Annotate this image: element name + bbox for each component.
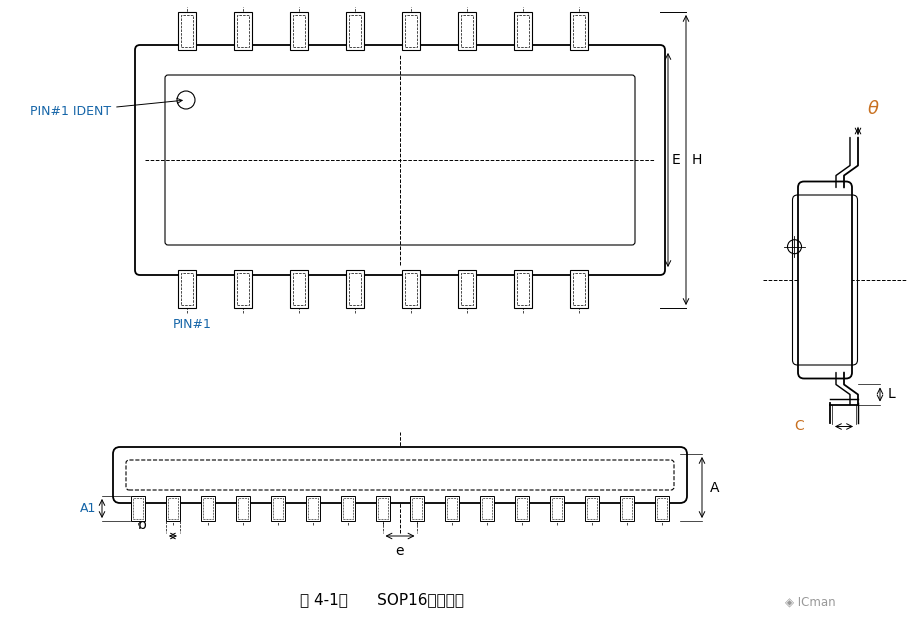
Bar <box>402 12 420 50</box>
Bar <box>349 15 361 47</box>
FancyBboxPatch shape <box>113 447 687 503</box>
Text: E: E <box>672 153 681 167</box>
Bar <box>290 12 308 50</box>
Bar <box>181 273 193 305</box>
Bar <box>573 273 585 305</box>
Bar <box>517 498 527 519</box>
Bar <box>552 498 562 519</box>
Bar <box>346 270 364 308</box>
Text: e: e <box>395 544 405 558</box>
Bar <box>458 12 476 50</box>
Bar <box>620 496 634 521</box>
Bar <box>570 270 588 308</box>
Bar <box>377 498 387 519</box>
Bar <box>307 498 317 519</box>
Bar <box>517 273 529 305</box>
Bar <box>341 496 355 521</box>
Bar <box>203 498 213 519</box>
Bar <box>573 15 585 47</box>
FancyBboxPatch shape <box>135 45 665 275</box>
Bar <box>585 496 600 521</box>
Bar <box>178 12 196 50</box>
Bar <box>515 496 530 521</box>
Bar <box>551 496 564 521</box>
Bar <box>133 498 143 519</box>
Bar <box>166 496 180 521</box>
Bar <box>273 498 283 519</box>
Bar <box>405 15 417 47</box>
Text: ◈ ICman: ◈ ICman <box>785 595 835 609</box>
Bar <box>402 270 420 308</box>
Bar <box>461 15 473 47</box>
Bar <box>481 496 494 521</box>
Bar <box>306 496 319 521</box>
Text: b: b <box>138 518 147 532</box>
Bar <box>570 12 588 50</box>
Text: PIN#1: PIN#1 <box>173 318 212 331</box>
Bar <box>517 15 529 47</box>
Text: PIN#1 IDENT: PIN#1 IDENT <box>30 98 182 118</box>
Text: θ: θ <box>868 101 879 118</box>
Text: C: C <box>795 420 804 433</box>
Bar <box>238 498 248 519</box>
Bar <box>514 12 532 50</box>
Bar <box>483 498 493 519</box>
Bar <box>343 498 353 519</box>
Text: A1: A1 <box>80 502 96 515</box>
Bar <box>234 270 252 308</box>
Bar <box>237 273 249 305</box>
Text: L: L <box>888 387 896 401</box>
Text: 图 4-1：      SOP16封装示例: 图 4-1： SOP16封装示例 <box>300 592 464 607</box>
Bar <box>622 498 632 519</box>
FancyBboxPatch shape <box>165 75 635 245</box>
Bar <box>405 273 417 305</box>
Bar <box>270 496 285 521</box>
Bar <box>200 496 215 521</box>
Bar <box>411 496 424 521</box>
Bar <box>447 498 457 519</box>
Bar <box>237 15 249 47</box>
FancyBboxPatch shape <box>798 181 852 379</box>
Bar <box>587 498 597 519</box>
Bar <box>514 270 532 308</box>
Bar <box>181 15 193 47</box>
Bar <box>458 270 476 308</box>
Bar <box>293 15 305 47</box>
Bar <box>234 12 252 50</box>
Bar <box>375 496 389 521</box>
Text: A: A <box>710 481 719 495</box>
Bar <box>657 498 667 519</box>
FancyBboxPatch shape <box>126 460 674 490</box>
Bar <box>461 273 473 305</box>
Bar <box>236 496 249 521</box>
Bar <box>346 12 364 50</box>
Bar <box>168 498 178 519</box>
Bar <box>413 498 423 519</box>
Bar <box>655 496 669 521</box>
Bar <box>178 270 196 308</box>
Text: H: H <box>692 153 702 167</box>
Bar <box>131 496 145 521</box>
Bar <box>349 273 361 305</box>
Bar <box>290 270 308 308</box>
Bar <box>293 273 305 305</box>
Bar <box>445 496 460 521</box>
